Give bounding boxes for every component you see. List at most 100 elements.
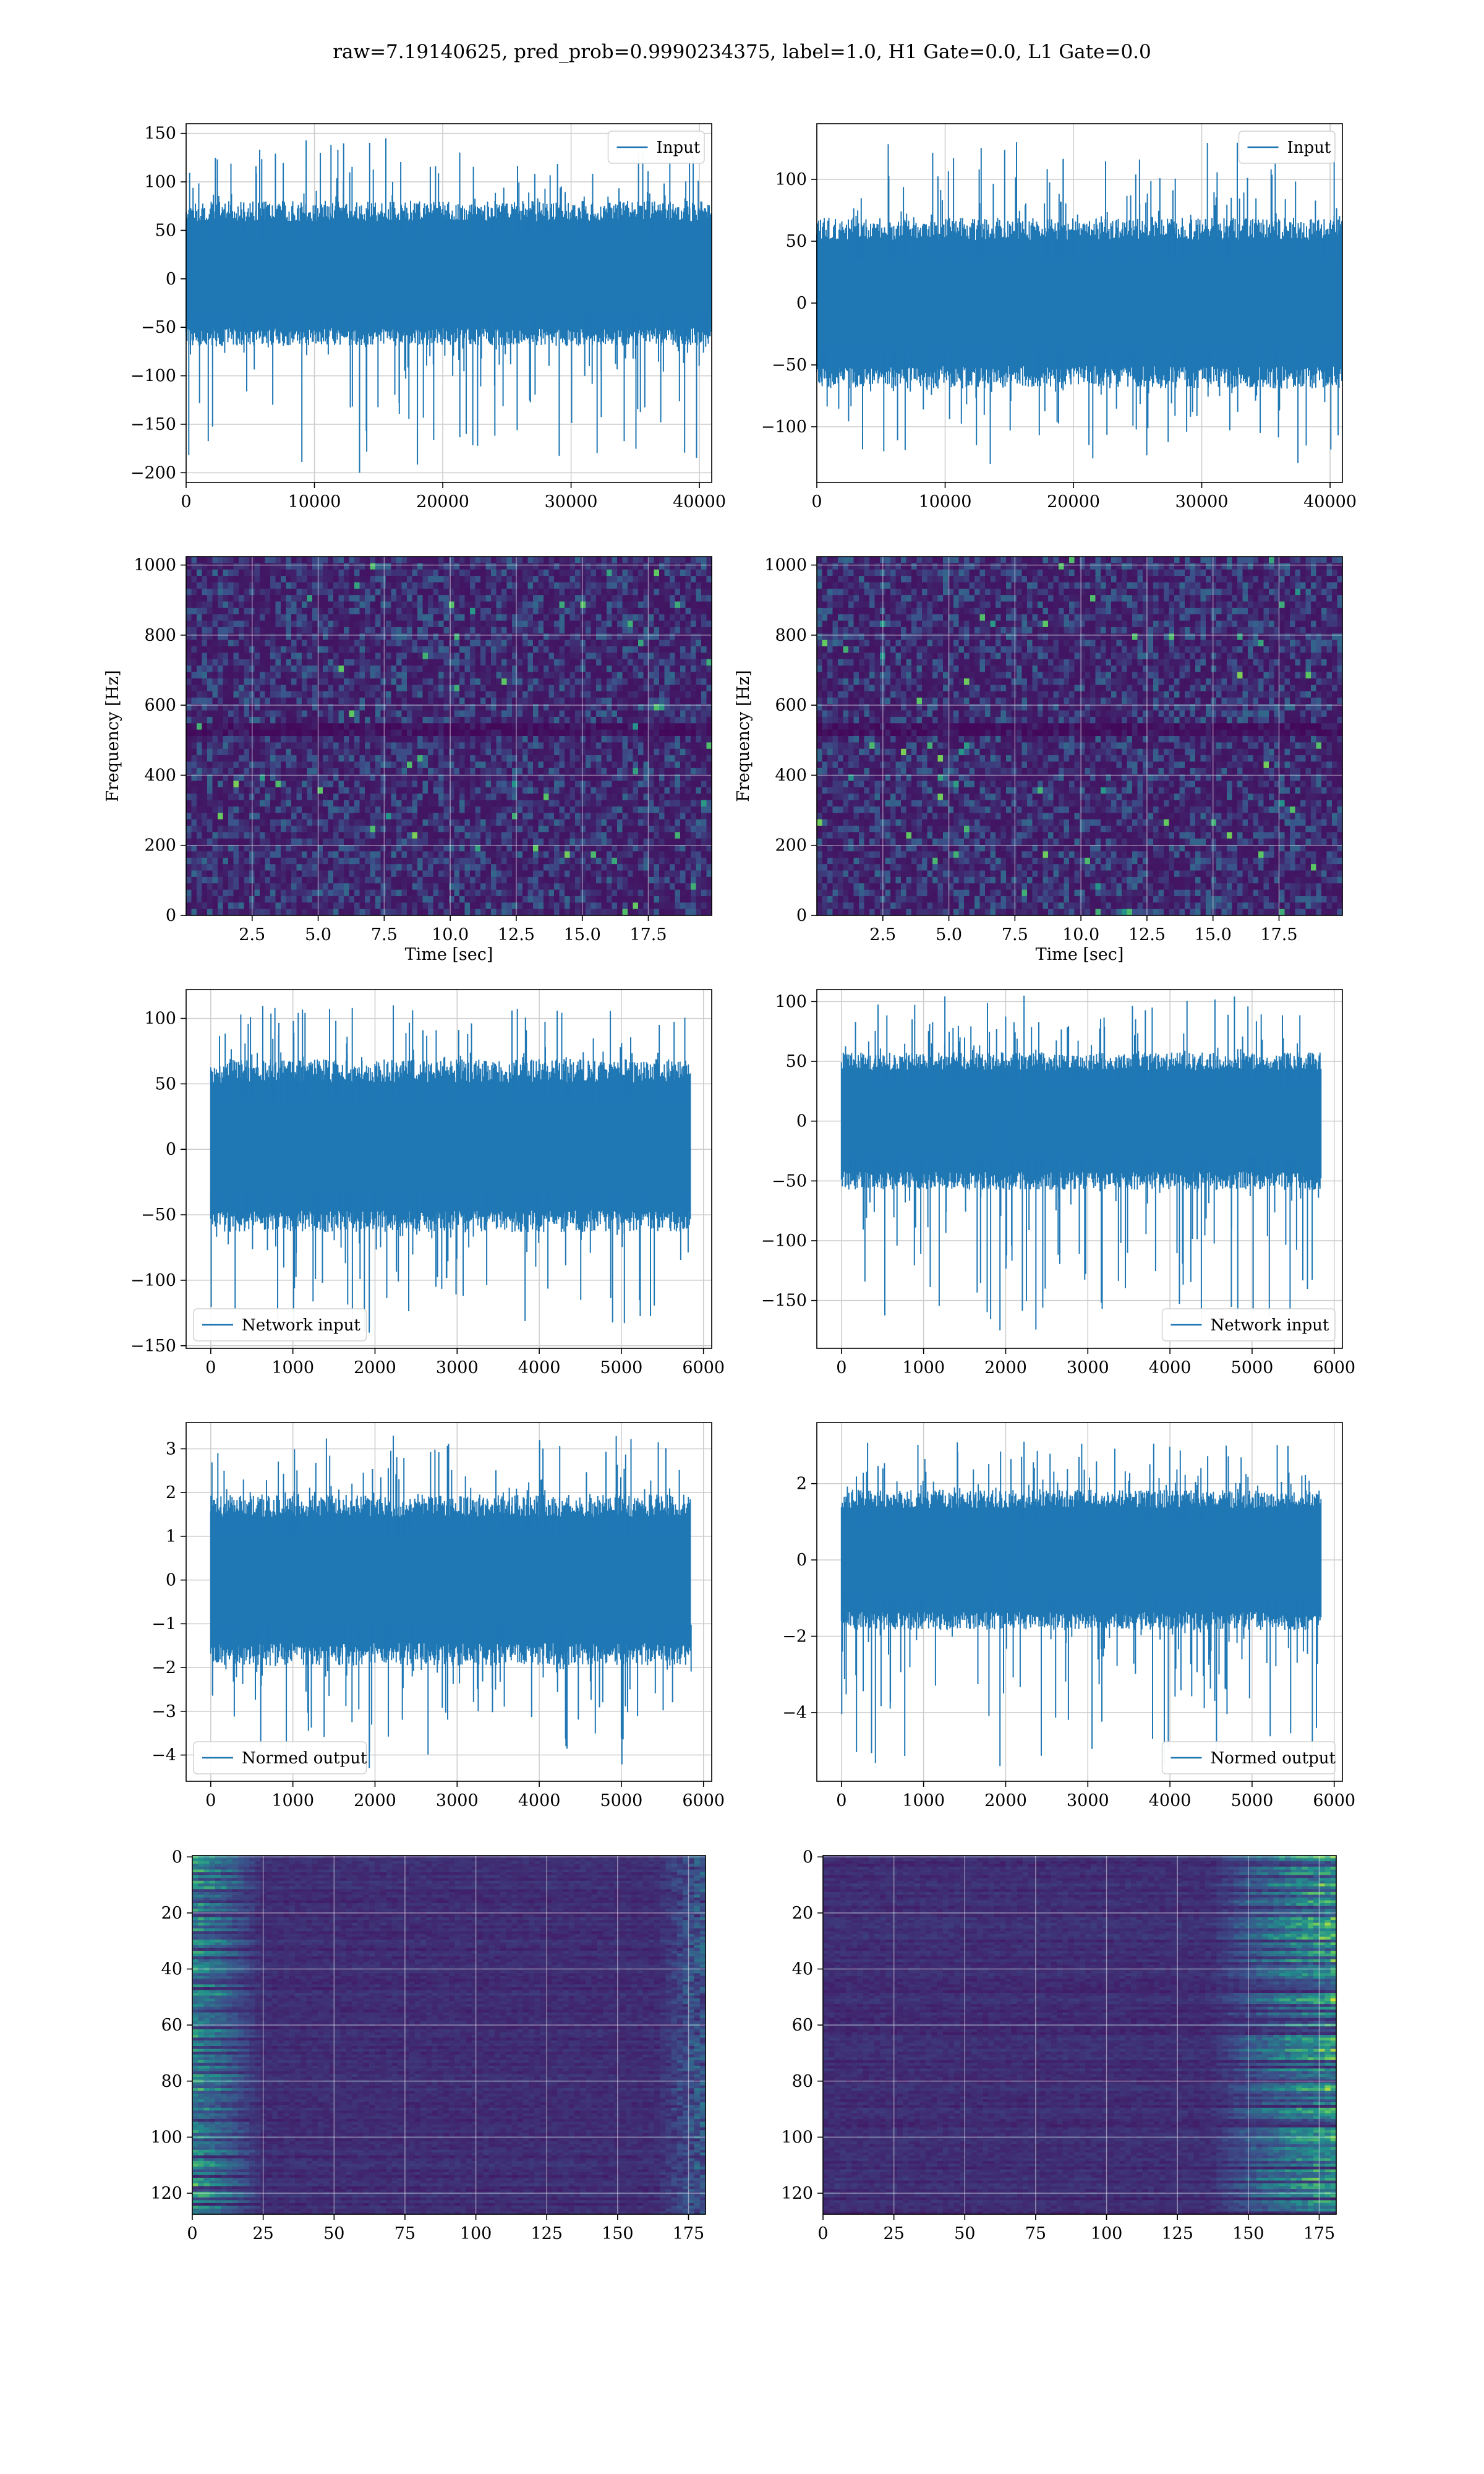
heatmap-cell (396, 653, 402, 659)
heatmap-cell (297, 813, 302, 820)
heatmap-cell (602, 864, 607, 871)
heatmap-cell (244, 621, 250, 628)
heatmap-cell (213, 672, 218, 678)
heatmap-cell (297, 761, 302, 768)
heatmap-cell (213, 595, 218, 602)
heatmap-cell (554, 883, 560, 890)
heatmap-cell (501, 602, 507, 609)
heatmap-cell (501, 570, 507, 576)
heatmap-cell (260, 787, 265, 794)
heatmap-cell (391, 794, 397, 800)
heatmap-cell (507, 820, 513, 826)
heatmap-cell (354, 717, 360, 724)
heatmap-cell (575, 698, 581, 704)
heatmap-cell (454, 653, 460, 659)
y-tick-label: 100 (144, 173, 176, 192)
heatmap-cell (276, 672, 281, 678)
heatmap-cell (192, 761, 197, 768)
heatmap-cell (486, 883, 492, 890)
heatmap-cell (412, 621, 418, 628)
heatmap-cell (480, 794, 486, 800)
heatmap-cell (344, 736, 349, 743)
heatmap-cell (586, 563, 591, 570)
heatmap-cell (475, 883, 481, 890)
heatmap-cell (554, 614, 560, 621)
heatmap-cell (207, 672, 213, 678)
heatmap-cell (465, 570, 471, 576)
heatmap-cell (234, 845, 239, 852)
heatmap-cell (475, 691, 481, 698)
heatmap-cell (255, 864, 260, 871)
heatmap-cell (370, 730, 376, 737)
heatmap-cell (412, 787, 418, 794)
heatmap-cell (607, 813, 612, 820)
heatmap-cell (202, 787, 208, 794)
heatmap-cell (270, 711, 276, 717)
heatmap-cell (207, 736, 213, 743)
heatmap-cell (633, 589, 639, 596)
heatmap-cell (197, 794, 202, 800)
heatmap-cell (591, 832, 597, 839)
heatmap-cell (518, 839, 523, 845)
heatmap-cell (638, 589, 644, 596)
heatmap-cell (570, 794, 576, 800)
heatmap-cell (565, 627, 570, 634)
heatmap-cell (560, 858, 565, 865)
heatmap-cell (544, 723, 549, 730)
heatmap-cell (417, 807, 423, 813)
heatmap-cell (507, 839, 513, 845)
heatmap-cell (312, 883, 318, 890)
heatmap-cell (638, 582, 644, 589)
heatmap-cell (323, 794, 328, 800)
heatmap-cell (491, 659, 497, 666)
heatmap-cell (449, 653, 454, 659)
heatmap-cell (391, 736, 397, 743)
heatmap-cell (207, 909, 213, 916)
heatmap-cell (433, 730, 439, 737)
heatmap-cell (607, 851, 612, 858)
heatmap-cell (596, 807, 602, 813)
heatmap-cell (365, 749, 370, 756)
heatmap-cell (417, 557, 423, 563)
heatmap-cell (402, 589, 407, 596)
heatmap-cell (323, 813, 328, 820)
heatmap-cell (475, 781, 481, 788)
heatmap-cell (438, 672, 444, 678)
heatmap-cell (628, 826, 633, 833)
heatmap-cell (239, 602, 244, 609)
heatmap-cell (255, 851, 260, 858)
heatmap-cell (213, 807, 218, 813)
heatmap-cell (375, 768, 381, 775)
heatmap-cell (402, 755, 407, 762)
heatmap-cell (581, 621, 586, 628)
heatmap-cell (281, 864, 286, 871)
heatmap-cell (465, 851, 471, 858)
heatmap-cell (549, 736, 555, 743)
heatmap-cell (475, 826, 481, 833)
heatmap-cell (354, 909, 360, 916)
heatmap-cell (386, 633, 391, 640)
heatmap-cell (512, 742, 518, 749)
heatmap-cell (302, 736, 307, 743)
heatmap-cell (444, 730, 450, 737)
heatmap-cell (312, 717, 318, 724)
heatmap-cell (407, 723, 412, 730)
heatmap-cell (381, 864, 386, 871)
heatmap-cell (497, 807, 502, 813)
heatmap-cell (281, 761, 286, 768)
heatmap-cell (270, 621, 276, 628)
heatmap-cell (276, 902, 281, 909)
heatmap-cell (365, 902, 370, 909)
heatmap-cell (339, 813, 344, 820)
heatmap-cell (522, 800, 528, 807)
heatmap-cell (497, 794, 502, 800)
heatmap-cell (381, 563, 386, 570)
heatmap-cell (412, 890, 418, 897)
heatmap-cell (560, 640, 565, 647)
heatmap-cell (528, 563, 534, 570)
heatmap-cell (197, 691, 202, 698)
heatmap-cell (623, 787, 628, 794)
heatmap-cell (276, 602, 281, 609)
heatmap-cell (391, 781, 397, 788)
heatmap-cell (491, 640, 497, 647)
